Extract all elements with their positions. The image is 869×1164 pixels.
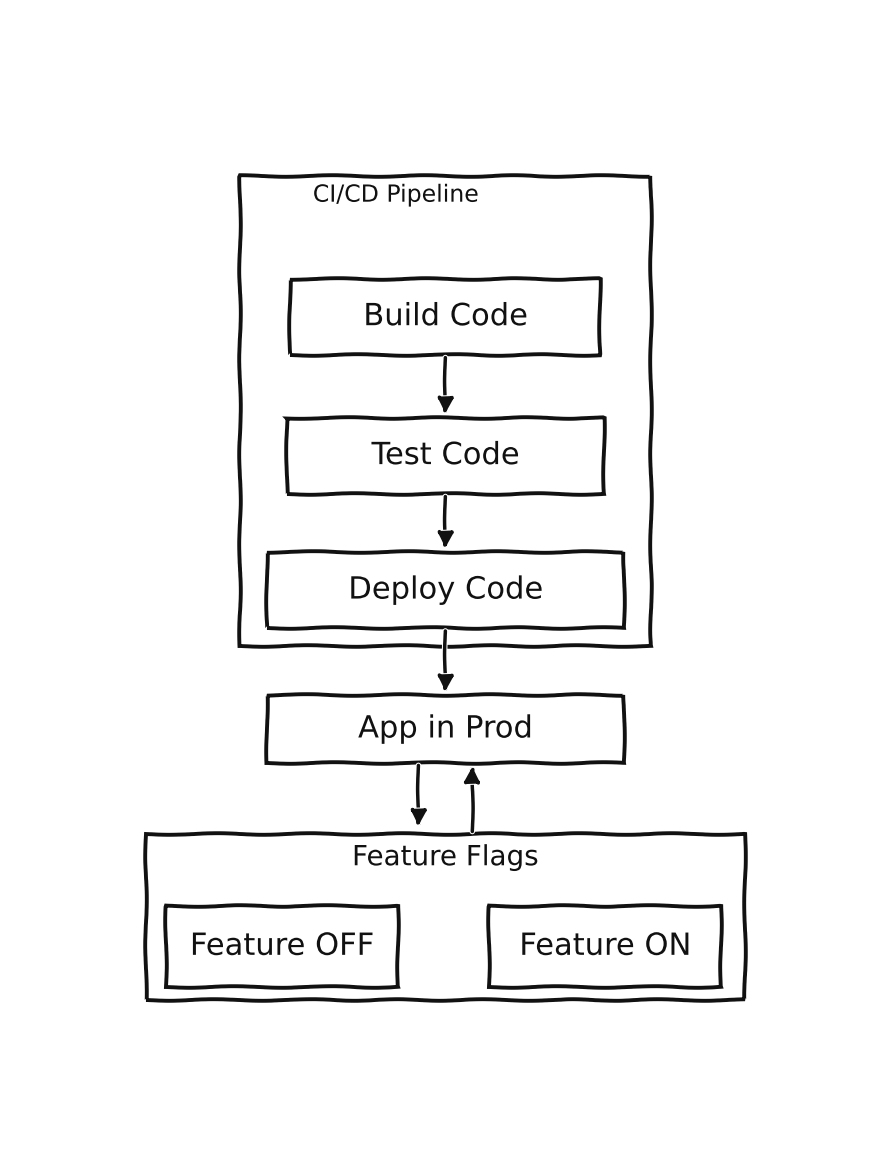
Bar bbox=[267, 552, 624, 629]
Text: Deploy Code: Deploy Code bbox=[348, 575, 542, 604]
Text: Feature ON: Feature ON bbox=[520, 932, 692, 960]
Bar bbox=[146, 835, 745, 1000]
Bar bbox=[166, 906, 398, 987]
Bar bbox=[489, 906, 721, 987]
Text: Build Code: Build Code bbox=[363, 303, 527, 332]
Bar bbox=[287, 418, 604, 494]
Text: Feature Flags: Feature Flags bbox=[352, 843, 539, 872]
Text: Feature OFF: Feature OFF bbox=[190, 932, 375, 960]
Bar bbox=[240, 176, 651, 646]
Bar bbox=[290, 278, 600, 355]
Text: Test Code: Test Code bbox=[372, 441, 519, 470]
Text: App in Prod: App in Prod bbox=[358, 715, 533, 744]
Bar bbox=[267, 695, 624, 762]
Text: CI/CD Pipeline: CI/CD Pipeline bbox=[313, 183, 480, 207]
